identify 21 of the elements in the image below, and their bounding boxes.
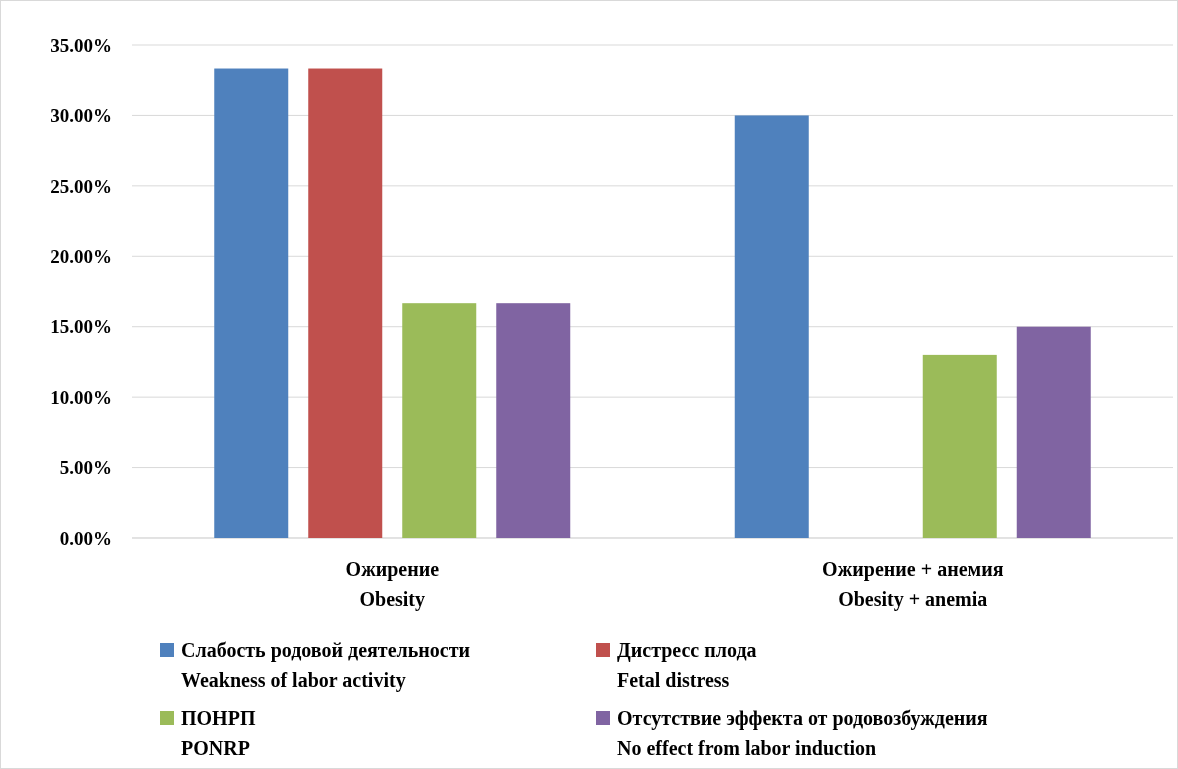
y-tick-label: 0.00% <box>59 527 112 549</box>
y-tick-label: 35.00% <box>50 34 112 56</box>
legend-label: ПОНРП PONRP <box>181 707 256 759</box>
legend-label: Слабость родовой деятельности Weakness of labor activity <box>181 639 471 692</box>
bar <box>402 303 477 538</box>
y-tick-label: 15.00% <box>50 316 112 338</box>
y-tick-label: 30.00% <box>50 105 112 127</box>
bar <box>214 68 289 538</box>
bar <box>922 354 997 538</box>
y-tick-label: 25.00% <box>50 175 112 197</box>
bar <box>308 68 383 538</box>
y-tick-label: 10.00% <box>50 386 112 408</box>
y-tick-label: 20.00% <box>50 245 112 267</box>
x-tick-label: Ожирение + анемия Obesity + anemia <box>821 558 1004 611</box>
bar <box>496 303 571 538</box>
bar <box>734 115 809 538</box>
x-tick-label: Ожирение Obesity <box>345 558 440 611</box>
bar <box>1016 326 1091 538</box>
legend-label: Отсутствие эффекта от родовозбуждения No effect from labor induction <box>617 707 988 759</box>
legend-label: Дистресс плода Fetal distress <box>617 639 757 691</box>
y-tick-label: 5.00% <box>59 457 112 479</box>
